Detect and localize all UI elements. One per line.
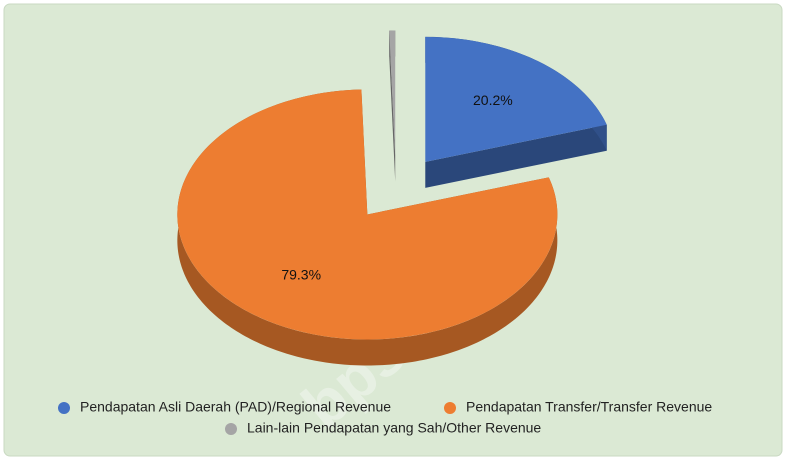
legend-label: Pendapatan Transfer/Transfer Revenue [466,399,712,415]
legend-marker [58,402,70,414]
slice-side [425,124,607,188]
slice [425,36,607,162]
slice-group [177,89,558,366]
slice-side [389,30,396,182]
slice-group [389,30,396,182]
legend-marker [444,402,456,414]
legend-label: Pendapatan Asli Daerah (PAD)/Regional Re… [80,399,391,415]
legend-label: Lain-lain Pendapatan yang Sah/Other Reve… [247,420,541,436]
slice [177,89,558,340]
legend-marker [225,423,237,435]
slice [389,30,396,156]
data-label: 20.2% [473,92,513,108]
slice-group [425,36,607,188]
data-label: 79.3% [281,266,321,282]
